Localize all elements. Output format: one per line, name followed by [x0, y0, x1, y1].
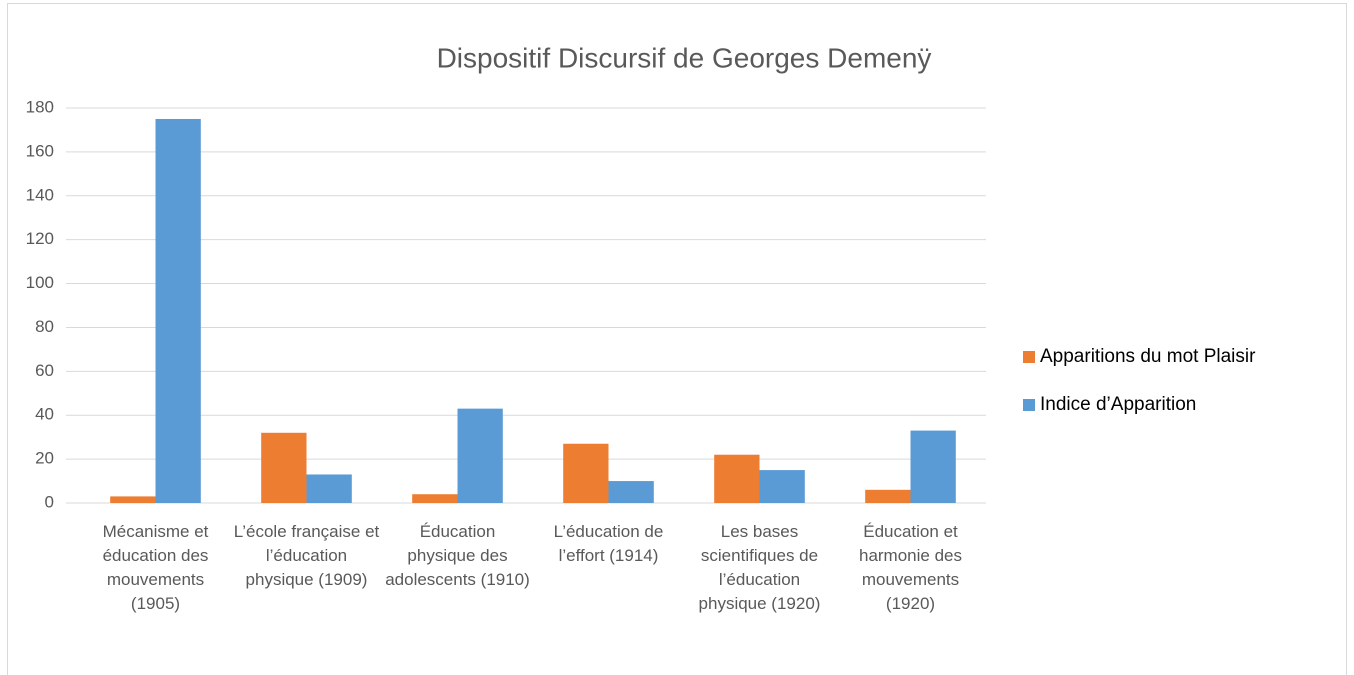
chart-title: Dispositif Discursif de Georges Demenÿ [437, 42, 932, 73]
bar [261, 432, 307, 503]
x-tick-label: L’école française et l’éducation physiqu… [233, 522, 380, 589]
y-tick-label: 140 [26, 185, 54, 204]
legend-label: Indice d’Apparition [1040, 394, 1196, 415]
x-tick-label: Mécanisme et éducation des mouvements (1… [102, 522, 209, 613]
x-tick-label: Éducation et harmonie des mouvements (19… [858, 522, 962, 613]
y-tick-label: 160 [26, 141, 54, 160]
x-tick-label: L’éducation de l’effort (1914) [553, 522, 664, 565]
bar [910, 430, 956, 503]
legend-label: Apparitions du mot Plaisir [1040, 346, 1256, 367]
bar [110, 496, 156, 503]
y-tick-label: 120 [26, 229, 54, 248]
y-tick-label: 180 [26, 97, 54, 116]
bar [865, 489, 911, 503]
y-tick-label: 0 [45, 492, 54, 511]
bar [608, 481, 654, 503]
bar [714, 454, 760, 503]
bar [306, 474, 352, 503]
x-tick-label: Éducation physique des adolescents (1910… [385, 522, 530, 589]
bar [155, 118, 201, 503]
bar [457, 408, 503, 503]
bar [759, 470, 805, 503]
y-tick-label: 100 [26, 273, 54, 292]
legend-swatch [1023, 351, 1035, 363]
y-tick-label: 40 [35, 405, 54, 424]
bar [563, 443, 609, 503]
bar [412, 494, 458, 503]
y-tick-label: 60 [35, 361, 54, 380]
y-tick-label: 80 [35, 317, 54, 336]
chart-border [7, 3, 1347, 675]
legend-swatch [1023, 399, 1035, 411]
x-tick-label: Les bases scientifiques de l’éducation p… [698, 522, 821, 613]
y-tick-label: 20 [35, 449, 54, 468]
